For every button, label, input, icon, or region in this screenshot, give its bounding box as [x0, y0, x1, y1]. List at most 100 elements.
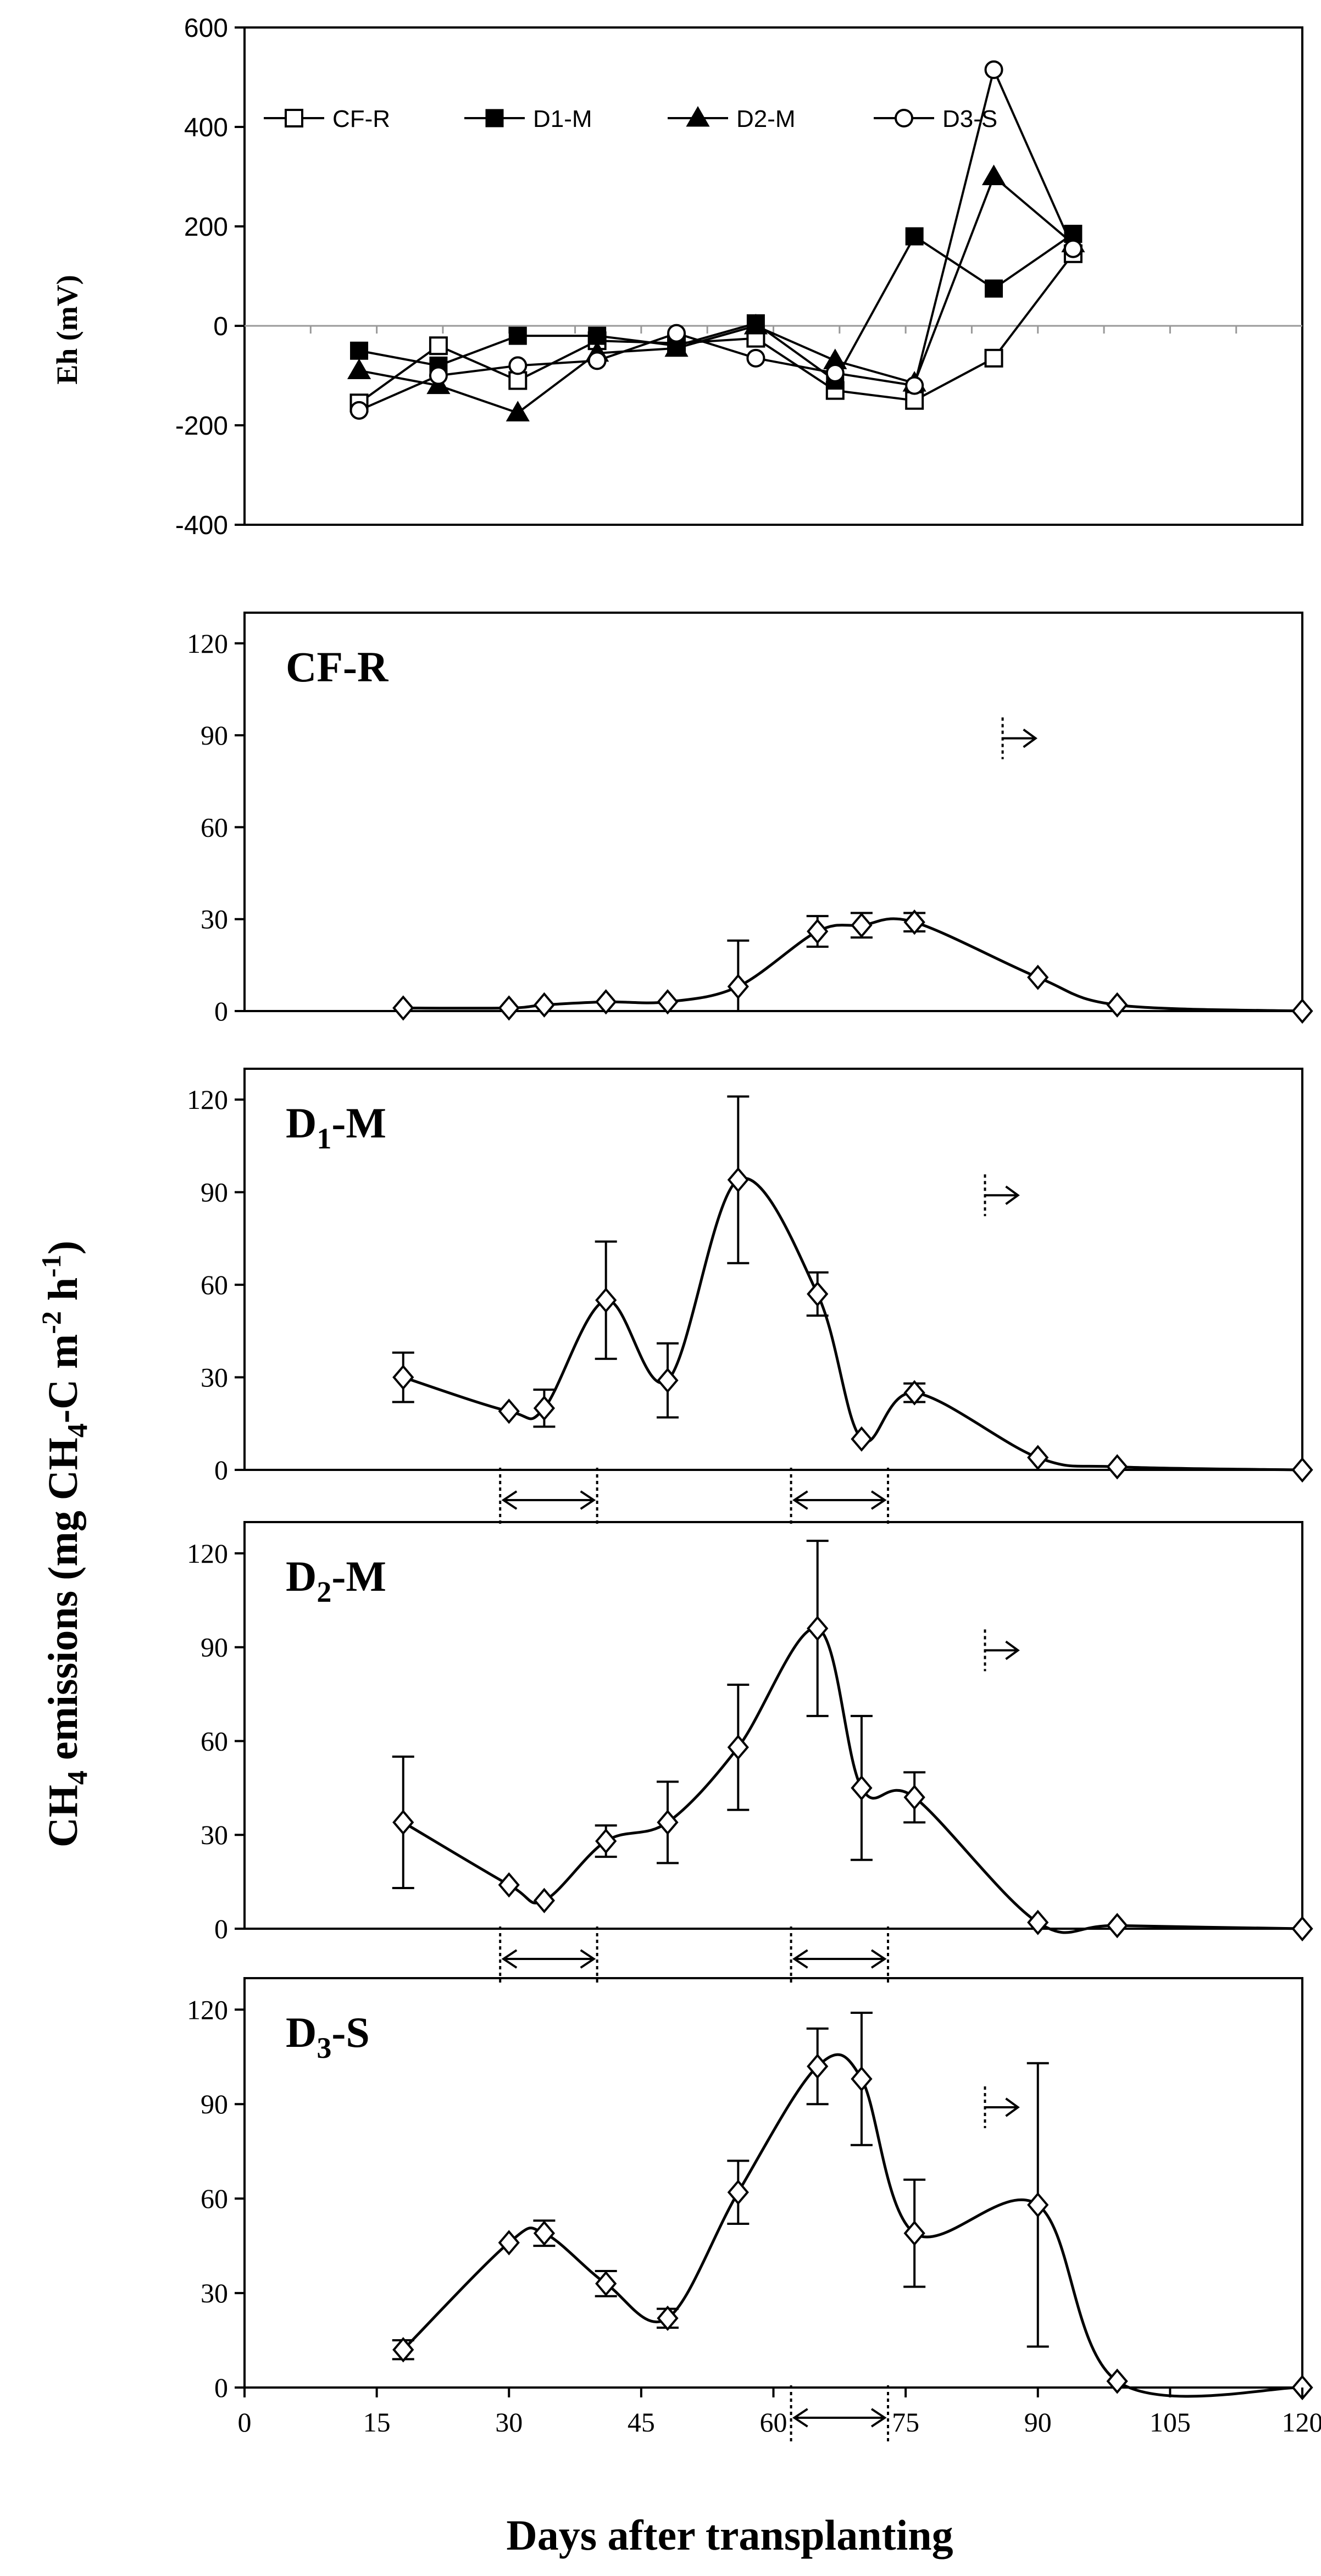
data-point-diamond	[727, 1734, 749, 1760]
cfr-y-tick-label: 120	[187, 628, 228, 659]
x-tick-label: 45	[628, 2407, 655, 2438]
eh-d3-s-line	[358, 66, 1074, 412]
d1m-panel: 120 90 60 30 0 D1-M	[187, 1068, 1313, 1525]
data-point-diamond	[1027, 1445, 1049, 1470]
x-tick-label: 30	[495, 2407, 523, 2438]
x-tick-label: 60	[760, 2407, 787, 2438]
drainage-arrow-head	[1005, 1640, 1020, 1661]
eh-y-axis-label: Eh (mV)	[51, 275, 84, 385]
cfr-series-line	[403, 917, 1303, 1013]
data-point-diamond	[851, 2066, 873, 2092]
x-axis-label: Days after transplanting	[506, 2511, 953, 2559]
d3s-panel-label: D3-S	[286, 2008, 370, 2064]
d1m-panel-label: D1-M	[286, 1099, 386, 1155]
drying-arrow-head-left	[501, 1949, 518, 1969]
d3-s-marker	[429, 366, 448, 385]
d2m-series-line	[402, 1626, 1303, 1934]
drying-arrow-head-right	[870, 1949, 887, 1969]
d1m-y-tick-label: 90	[201, 1177, 228, 1208]
data-point-diamond	[657, 1368, 679, 1394]
legend-cf-r-label: CF-R	[332, 106, 390, 132]
data-point-diamond	[807, 918, 829, 945]
d2m-y-tick-label: 0	[214, 1913, 228, 1944]
legend-d1-m-label: D1-M	[533, 106, 592, 132]
drainage-arrow-head	[1005, 2097, 1020, 2117]
d3s-y-tick-label: 120	[187, 1994, 228, 2025]
label-suffix: -M	[331, 1552, 386, 1600]
d2-m-marker	[347, 358, 371, 379]
data-point-diamond	[1291, 998, 1313, 1024]
cfr-panel-label: CF-R	[286, 643, 389, 691]
d3s-panel: 120 90 60 30 0 D3-S 0 15 30 45 60 75 90 105 120	[187, 1977, 1321, 2442]
cfr-y-tick-label: 60	[201, 812, 228, 842]
legend-d2-m-label: D2-M	[736, 106, 796, 132]
label-sub: 2	[317, 1575, 331, 1608]
data-point-diamond	[657, 1809, 679, 1835]
data-point-diamond	[533, 1887, 556, 1913]
data-point-diamond	[1027, 1909, 1049, 1935]
cfr-y-tick-label: 90	[201, 720, 228, 751]
data-point-diamond	[392, 995, 414, 1021]
drainage-arrow-head	[1005, 1185, 1020, 1205]
data-point-diamond	[807, 2053, 829, 2079]
eh-y-tick-label: 400	[184, 113, 228, 142]
label-main: D	[286, 1099, 317, 1147]
label-sub: 1	[317, 1122, 331, 1155]
eh-frame	[243, 26, 1303, 526]
d1m-series-line	[402, 1176, 1303, 1472]
data-point-diamond	[1027, 964, 1049, 990]
d2m-y-tick-label: 30	[201, 1819, 228, 1850]
d2m-frame	[243, 1521, 1303, 1930]
data-point-diamond	[533, 1395, 556, 1421]
eh-d1-m-line	[359, 232, 1074, 382]
data-point-diamond	[1291, 1457, 1313, 1483]
legend-d3-s-label: D3-S	[942, 106, 997, 132]
drying-arrow-head-right	[870, 1490, 887, 1510]
data-point-diamond	[807, 1281, 829, 1307]
d3-s-marker	[895, 109, 913, 127]
data-point-diamond	[727, 1167, 749, 1193]
d2m-y-tick-label: 120	[187, 1538, 228, 1569]
d3s-y-tick-label: 0	[214, 2372, 228, 2403]
d3s-y-tick-label: 30	[201, 2278, 228, 2308]
d3-s-marker	[1063, 239, 1083, 258]
x-tick-label: 105	[1150, 2407, 1191, 2438]
cfr-y-tick-label: 0	[214, 996, 228, 1026]
data-point-diamond	[533, 2220, 556, 2246]
d1-m-marker	[905, 227, 924, 246]
eh-y-tick-label: 200	[184, 213, 228, 242]
data-point-diamond	[595, 2270, 617, 2296]
drying-arrow-head-left	[792, 1949, 808, 1969]
data-point-diamond	[851, 912, 873, 938]
label-suffix: -M	[331, 1099, 386, 1147]
d3s-y-tick-label: 60	[201, 2183, 228, 2214]
d3-s-marker	[508, 356, 528, 375]
cf-r-marker	[285, 109, 303, 127]
data-point-diamond	[657, 2305, 679, 2331]
eh-panel: 600 400 200 0 -200 -400 CF-R D1-M D2-M D3-S	[175, 14, 1303, 540]
d2-m-marker	[981, 164, 1006, 185]
data-point-diamond	[392, 1364, 414, 1390]
label-suffix: -S	[331, 2008, 369, 2056]
d2m-y-tick-label: 60	[201, 1725, 228, 1756]
x-tick-label: 120	[1282, 2407, 1321, 2438]
drying-arrow-head-right	[870, 2408, 887, 2428]
data-point-diamond	[595, 1828, 617, 1854]
d2-m-marker	[664, 336, 689, 357]
data-point-diamond	[1106, 992, 1128, 1018]
data-point-diamond	[903, 2220, 925, 2246]
d1-m-marker	[485, 109, 504, 127]
d2-m-marker	[506, 401, 530, 421]
eh-y-tick-label: -400	[175, 511, 228, 540]
cfr-frame	[243, 612, 1303, 1012]
data-point-diamond	[392, 1809, 414, 1835]
x-tick-label: 0	[238, 2407, 252, 2438]
data-point-diamond	[498, 1398, 520, 1424]
d1m-y-tick-label: 0	[214, 1454, 228, 1485]
eh-d2-m-line	[359, 175, 1074, 414]
x-tick-label: 15	[363, 2407, 391, 2438]
d1-m-marker	[985, 279, 1003, 298]
eh-y-tick-label: 0	[213, 312, 228, 341]
d3-s-marker	[746, 348, 765, 368]
